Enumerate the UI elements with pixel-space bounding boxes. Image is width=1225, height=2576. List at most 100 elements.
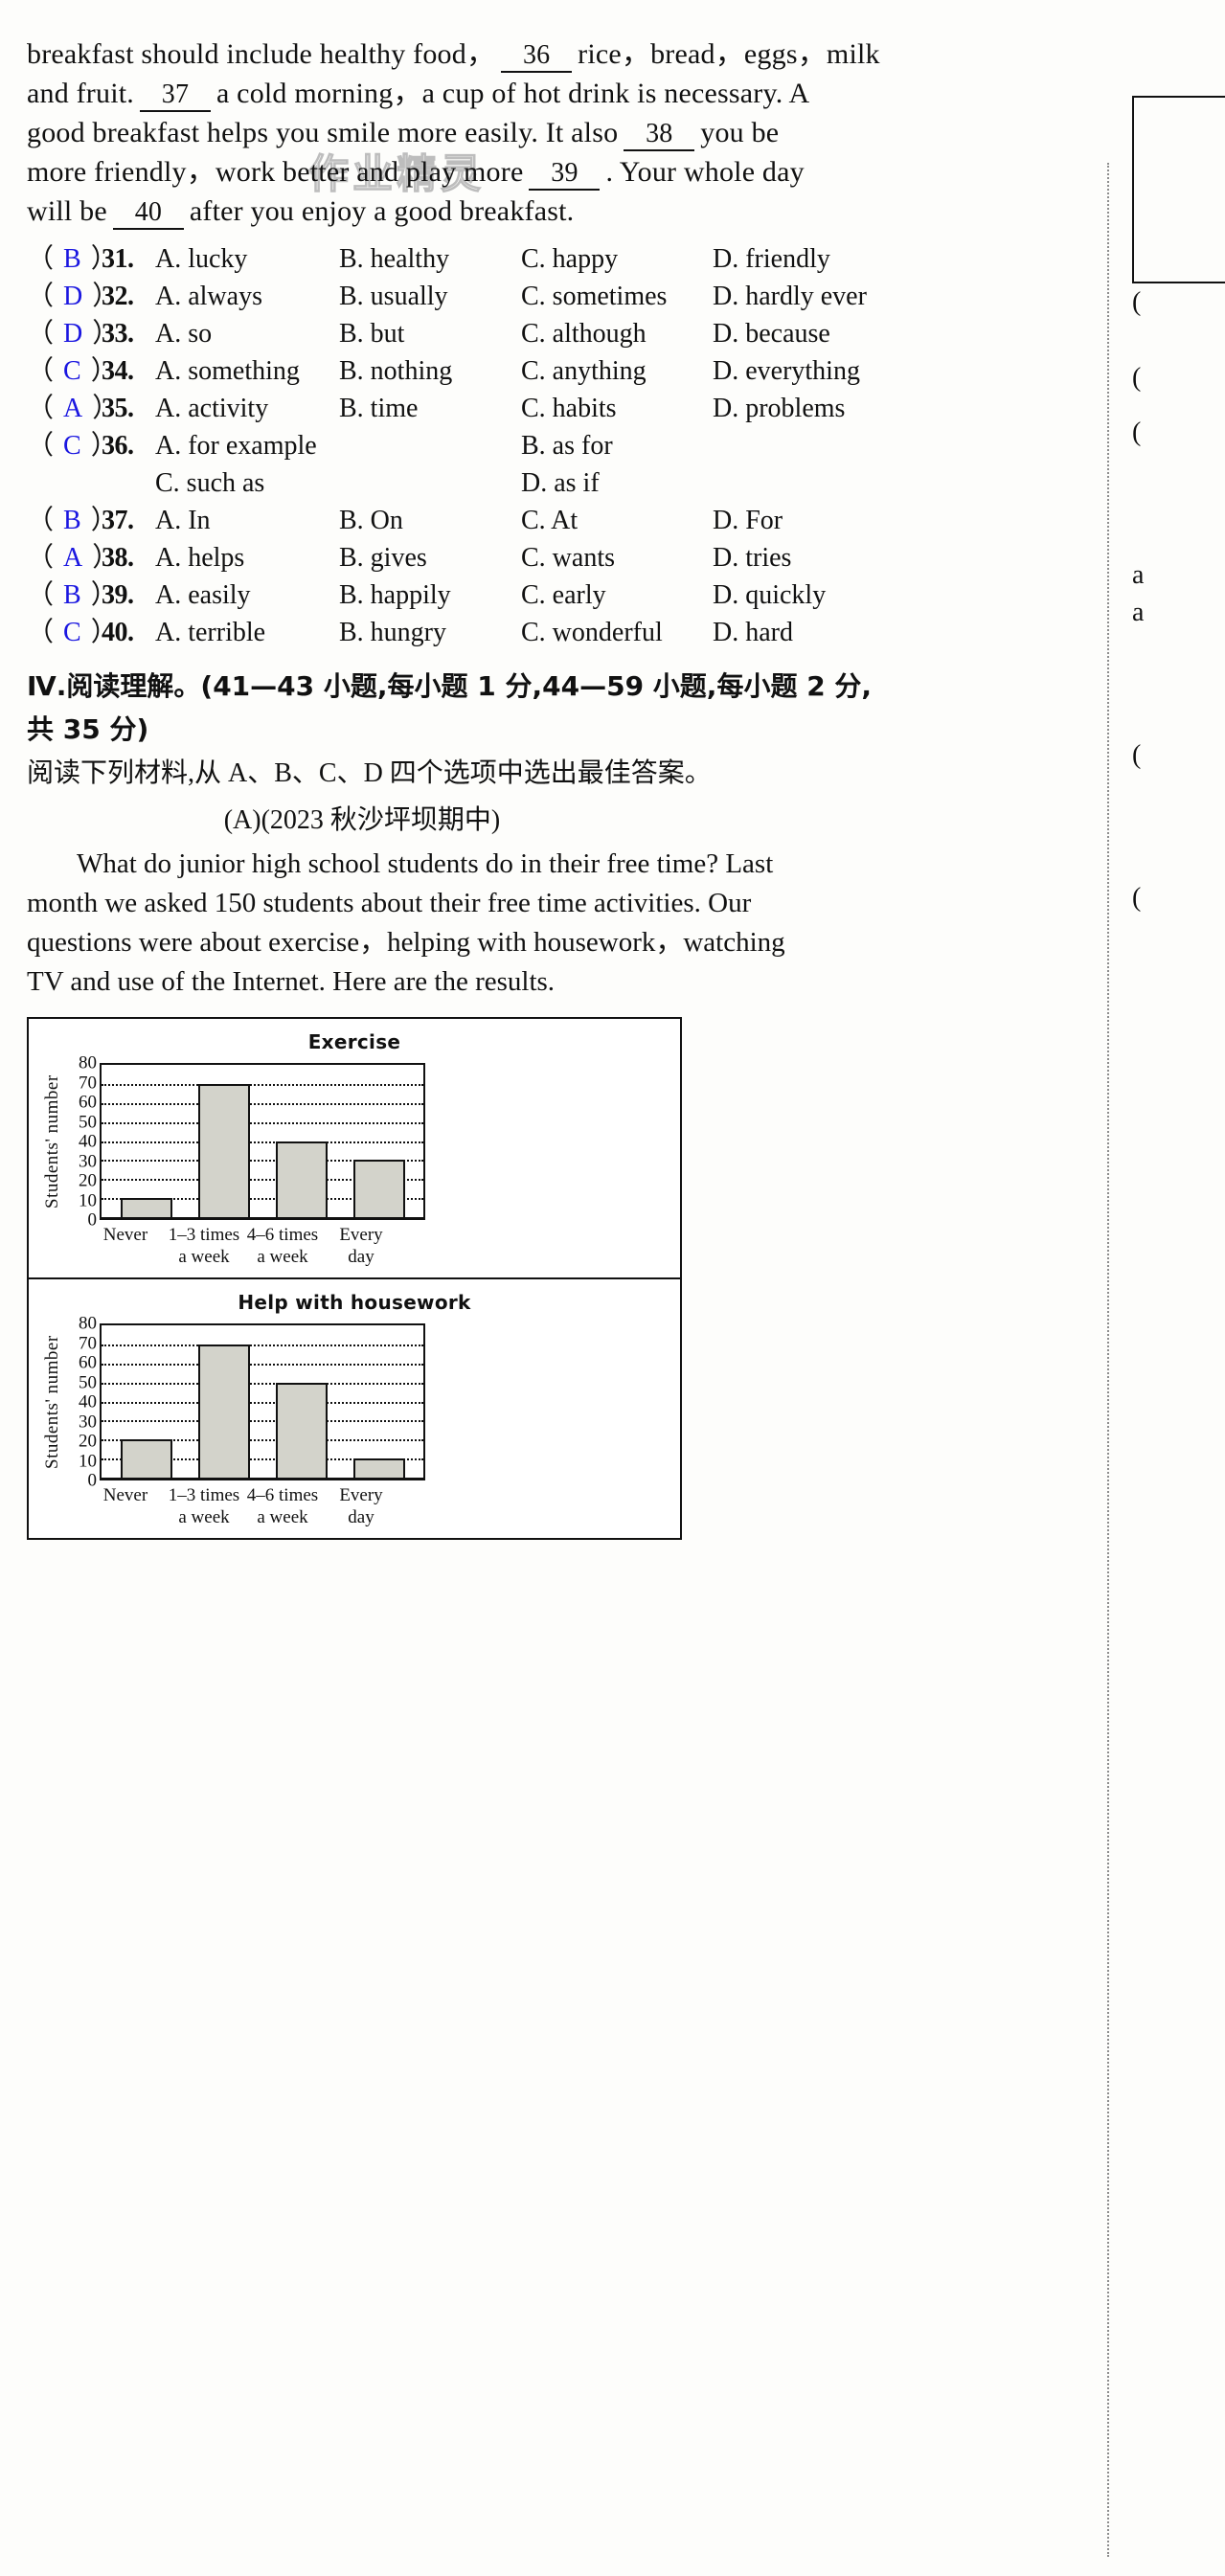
option-d[interactable]: D. quickly xyxy=(713,580,827,610)
option-d[interactable]: D. because xyxy=(713,319,830,349)
answer-letter: D xyxy=(63,319,84,349)
cloze-blank-36[interactable]: 36 xyxy=(501,39,573,73)
y-axis-label: Students' number xyxy=(42,1335,62,1469)
y-tick-label: 80 xyxy=(79,1052,97,1073)
option-b[interactable]: B. nothing xyxy=(339,356,453,386)
option-b[interactable]: B. as for xyxy=(521,431,613,461)
option-c[interactable]: C. sometimes xyxy=(521,282,668,311)
answer-bracket[interactable]: （B） xyxy=(27,506,119,535)
plot-area: Students' number 0 10 20 30 40 50 60 70 80 xyxy=(29,1315,680,1490)
option-a[interactable]: A. lucky xyxy=(155,244,248,274)
option-c[interactable]: C. wants xyxy=(521,543,615,573)
option-d[interactable]: D. as if xyxy=(521,468,600,498)
option-c[interactable]: C. although xyxy=(521,319,647,349)
option-c[interactable]: C. At xyxy=(521,506,578,535)
option-c[interactable]: C. early xyxy=(521,580,606,610)
cloze-blank-39[interactable]: 39 xyxy=(529,157,601,191)
right-item-3: a xyxy=(1132,560,1145,590)
answer-bracket[interactable]: （B） xyxy=(27,580,119,610)
answer-bracket[interactable]: （C） xyxy=(27,618,119,647)
option-c[interactable]: C. habits xyxy=(521,394,617,423)
answer-bracket[interactable]: （D） xyxy=(27,319,121,349)
y-axis-ticks: 0 10 20 30 40 50 60 70 80 xyxy=(65,1054,100,1230)
option-d[interactable]: D. problems xyxy=(713,394,846,423)
choice-row: （B） 31. A. lucky B. healthy C. happy D. frien… xyxy=(27,240,1085,278)
x-tick-line: 4–6 times xyxy=(246,1225,319,1245)
cloze-blank-40[interactable]: 40 xyxy=(112,196,184,230)
option-a[interactable]: A. something xyxy=(155,356,300,386)
chart-title: Help with housework xyxy=(238,1291,471,1314)
option-a[interactable]: A. for example xyxy=(155,431,317,461)
gridline xyxy=(102,1102,423,1105)
bar-group xyxy=(102,1325,423,1478)
y-tick-label: 20 xyxy=(79,1431,97,1452)
y-tick-label: 30 xyxy=(79,1412,97,1432)
x-axis-labels: Never 1–3 times a week 4–6 times a week Every… xyxy=(80,1224,406,1268)
option-a[interactable]: A. helps xyxy=(155,543,245,573)
option-a[interactable]: A. easily xyxy=(155,580,251,610)
gridline xyxy=(102,1083,423,1086)
x-tick-line: Never xyxy=(102,1225,148,1245)
option-d[interactable]: D. friendly xyxy=(713,244,830,274)
x-tick-label: 1–3 times a week xyxy=(165,1484,243,1528)
option-a[interactable]: A. In xyxy=(155,506,211,535)
option-c[interactable]: C. anything xyxy=(521,356,647,386)
cloze-text: good breakfast helps you smile more easi… xyxy=(27,117,619,148)
option-d[interactable]: D. everything xyxy=(713,356,860,386)
cloze-blank-38[interactable]: 38 xyxy=(624,118,695,151)
answer-bracket[interactable]: （C） xyxy=(27,356,119,386)
option-b[interactable]: B. healthy xyxy=(339,244,450,274)
option-b[interactable]: B. time xyxy=(339,394,419,423)
right-column-box xyxy=(1132,96,1225,283)
gridline xyxy=(102,1121,423,1124)
question-number: 35. xyxy=(102,394,134,423)
gridline xyxy=(102,1420,423,1423)
answer-bracket[interactable]: （A） xyxy=(27,394,121,423)
option-d[interactable]: D. hardly ever xyxy=(713,282,867,311)
answer-letter: A xyxy=(63,394,84,423)
right-item-6: ( xyxy=(1132,883,1142,913)
answer-bracket[interactable]: （C） xyxy=(27,431,119,461)
option-a[interactable]: A. terrible xyxy=(155,618,266,647)
cloze-text: more friendly，work better and play more xyxy=(27,156,524,188)
bar xyxy=(352,1458,405,1478)
answer-letter: B xyxy=(63,580,82,610)
choice-row: （A） 35. A. activity B. time C. habits D. prob… xyxy=(27,390,1085,427)
gridline xyxy=(102,1198,423,1201)
option-b[interactable]: B. On xyxy=(339,506,403,535)
section-heading-line2: 共 35 分) xyxy=(27,713,149,745)
cloze-text: and fruit. xyxy=(27,78,134,109)
option-a[interactable]: A. activity xyxy=(155,394,269,423)
x-tick-label: Every day xyxy=(322,1484,400,1528)
choice-row: （C） 34. A. something B. nothing C. anything D… xyxy=(27,352,1085,390)
answer-letter: B xyxy=(63,244,82,274)
option-a[interactable]: A. always xyxy=(155,282,262,311)
gridline xyxy=(102,1458,423,1461)
reading-line: What do junior high school students do i… xyxy=(77,848,774,879)
x-tick-label: 1–3 times a week xyxy=(165,1224,243,1268)
gridline xyxy=(102,1160,423,1163)
option-b[interactable]: B. gives xyxy=(339,543,427,573)
option-c[interactable]: C. happy xyxy=(521,244,619,274)
option-d[interactable]: D. hard xyxy=(713,618,793,647)
answer-bracket[interactable]: （D） xyxy=(27,282,121,311)
x-tick-line: 4–6 times xyxy=(246,1485,319,1505)
option-b[interactable]: B. happily xyxy=(339,580,451,610)
cloze-line: more friendly，work better and play more 3… xyxy=(27,152,1085,192)
answer-bracket[interactable]: （A） xyxy=(27,543,121,573)
option-d[interactable]: D. tries xyxy=(713,543,792,573)
column-divider xyxy=(1107,163,1109,2557)
answer-bracket[interactable]: （B） xyxy=(27,244,119,274)
option-d[interactable]: D. For xyxy=(713,506,783,535)
section-instruction: 阅读下列材料,从 A、B、C、D 四个选项中选出最佳答案。 xyxy=(27,758,712,788)
right-item-1: ( xyxy=(1132,363,1142,393)
option-c[interactable]: C. such as xyxy=(155,468,265,498)
option-b[interactable]: B. hungry xyxy=(339,618,446,647)
reading-passage: What do junior high school students do i… xyxy=(27,845,1085,1002)
cloze-blank-37[interactable]: 37 xyxy=(139,79,211,112)
cloze-line: breakfast should include healthy food， 36… xyxy=(27,34,1085,74)
option-a[interactable]: A. so xyxy=(155,319,213,349)
option-c[interactable]: C. wonderful xyxy=(521,618,663,647)
option-b[interactable]: B. but xyxy=(339,319,405,349)
option-b[interactable]: B. usually xyxy=(339,282,448,311)
